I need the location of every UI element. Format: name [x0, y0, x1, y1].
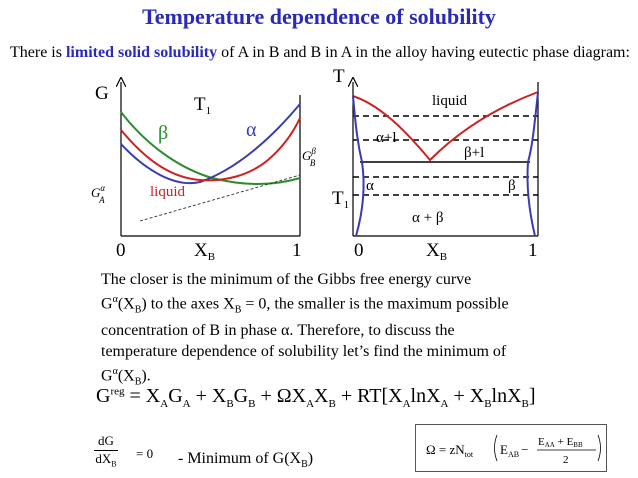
derivative-fraction: dG dXB [94, 433, 118, 469]
svg-text:Ω = zNtot: Ω = zNtot [426, 442, 474, 459]
intro-post: of A in B and B in A in the alloy having… [217, 44, 630, 61]
alpha-curve [120, 103, 301, 185]
common-tangent [139, 174, 301, 222]
para-line-1: The closer is the minimum of the Gibbs f… [101, 271, 472, 288]
para-line-2: Gα(XB) to the axes XB = 0, the smaller i… [101, 294, 509, 316]
pd-beta-label: β [508, 178, 516, 194]
pd-alpha-liquid-label: α+l [376, 130, 397, 146]
left-solvus [355, 161, 365, 237]
omega-formula-box: Ω = zNtot EAB − EAA + EBB 2 [415, 424, 607, 472]
svg-text:EAB−: EAB − [500, 442, 528, 459]
svg-text:EAA + EBB: EAA + EBB [538, 436, 583, 449]
regular-solution-equation: Greg = XAGA + XBGB + ΩXAXB + RT[XAlnXA +… [96, 385, 536, 410]
right-solvus [526, 161, 536, 237]
intro-pre: There is [10, 44, 66, 61]
right-solidus [527, 91, 539, 163]
g-axis-label: G [95, 83, 109, 104]
pd-alpha-label: α [366, 178, 374, 194]
g-x-one: 1 [292, 240, 302, 261]
intro-text: There is limited solid solubility of A i… [10, 42, 630, 63]
liquidus-curve [352, 91, 539, 162]
beta-curve-label: β [158, 122, 168, 144]
pd-t1-label: T1 [332, 188, 349, 211]
beta-curve [120, 111, 301, 185]
g-x-label: XB [194, 240, 215, 263]
alpha-curve-label: α [246, 119, 257, 141]
liquid-curve [120, 117, 301, 182]
derivative-equals-zero: = 0 [136, 446, 154, 461]
pd-alpha-beta-label: α + β [412, 210, 443, 226]
g-x-zero: 0 [116, 240, 126, 261]
derivative-numerator: dG [94, 433, 118, 451]
pd-beta-liquid-label: β+l [464, 145, 484, 161]
pd-x-one: 1 [528, 240, 538, 261]
intro-highlight: limited solid solubility [65, 44, 218, 61]
para-line-3: concentration of B in phase α. Therefore… [101, 322, 455, 340]
pd-liquid-label: liquid [432, 93, 468, 109]
omega-formula: Ω = zNtot EAB − EAA + EBB 2 [426, 434, 601, 466]
ga-alpha-label: Gα A [91, 183, 105, 205]
liquid-curve-label: liquid [150, 184, 186, 200]
minimum-label: - Minimum of G(XB) [178, 450, 314, 471]
pd-x-zero: 0 [354, 240, 364, 261]
svg-text:2: 2 [563, 454, 569, 466]
t1-label: T1 [194, 94, 211, 117]
page-title: Temperature dependence of solubility [142, 4, 496, 29]
para-line-5: Gα(XB). [101, 366, 151, 388]
derivative-denominator: dXB [95, 451, 117, 469]
explanation-paragraph: The closer is the minimum of the Gibbs f… [101, 270, 541, 393]
pd-x-label: XB [426, 240, 447, 263]
left-solidus [352, 95, 363, 163]
para-line-4: temperature dependence of solubility let… [101, 342, 507, 360]
gb-beta-label: Gβ B [302, 146, 316, 168]
pd-t-axis-label: T [333, 66, 345, 87]
